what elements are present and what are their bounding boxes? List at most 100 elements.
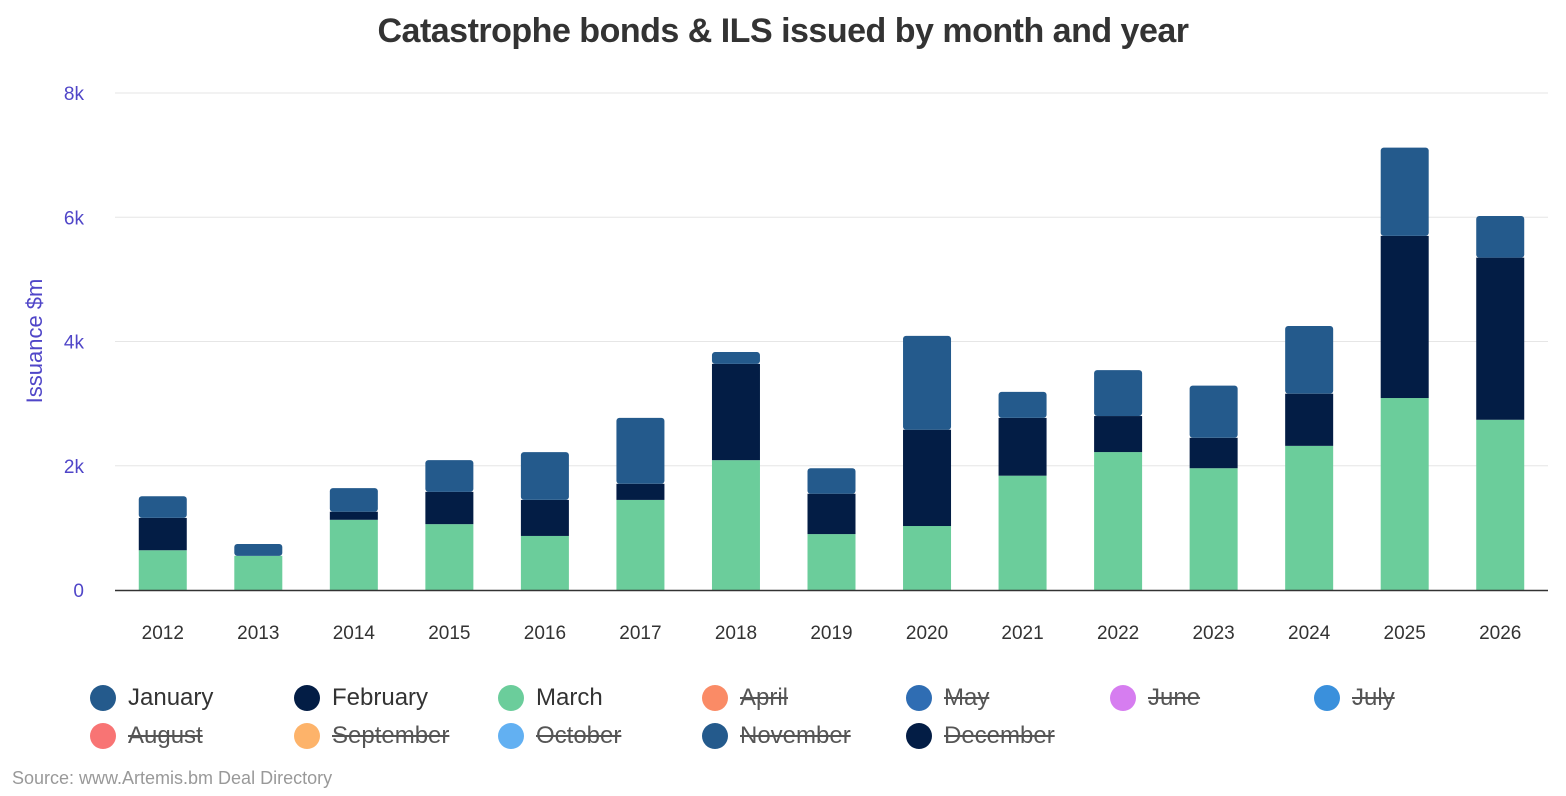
- bar-february-2021: [998, 417, 1047, 476]
- x-tick-label: 2013: [237, 623, 279, 644]
- x-tick-label: 2014: [333, 623, 376, 644]
- bar-february-2025: [1380, 235, 1429, 399]
- legend-marker-icon: [1314, 685, 1340, 711]
- bar-february-2018: [711, 363, 760, 461]
- legend-marker-icon: [906, 685, 932, 711]
- legend-marker-icon: [498, 723, 524, 749]
- x-tick-label: 2019: [810, 623, 852, 644]
- y-tick-label: 0: [73, 581, 84, 602]
- bar-january-2023: [1189, 385, 1238, 438]
- legend-label: January: [128, 684, 214, 711]
- legend-label: August: [128, 722, 203, 749]
- bar-february-2019: [807, 493, 856, 535]
- x-tick-label: 2016: [524, 623, 566, 644]
- bar-march-2018: [711, 460, 760, 590]
- legend-item-december[interactable]: December: [906, 722, 1055, 750]
- bar-march-2015: [425, 524, 474, 590]
- y-tick-label: 6k: [64, 208, 85, 229]
- legend-item-january[interactable]: January: [90, 684, 213, 712]
- bar-january-2020: [903, 335, 952, 430]
- legend-marker-icon: [90, 685, 116, 711]
- legend-item-april[interactable]: April: [702, 684, 788, 712]
- chart-title: Catastrophe bonds & ILS issued by month …: [377, 12, 1189, 50]
- legend-label: June: [1148, 684, 1201, 711]
- bar-march-2020: [903, 526, 952, 590]
- source-credit: Source: www.Artemis.bm Deal Directory: [12, 768, 333, 788]
- legend-marker-icon: [498, 685, 524, 711]
- legend-label: February: [332, 684, 429, 711]
- bar-january-2019: [807, 468, 856, 494]
- legend-label: March: [536, 684, 603, 711]
- bar-january-2014: [329, 488, 378, 512]
- bar-january-2016: [520, 452, 569, 500]
- bar-march-2019: [807, 534, 856, 590]
- legend-item-june[interactable]: June: [1110, 684, 1200, 712]
- legend-item-october[interactable]: October: [498, 722, 621, 750]
- legend-label: October: [536, 722, 622, 749]
- bar-march-2012: [138, 550, 187, 590]
- bar-march-2013: [234, 555, 283, 590]
- legend-item-may[interactable]: May: [906, 684, 989, 712]
- bar-february-2012: [138, 517, 187, 551]
- legend-label: July: [1352, 684, 1395, 711]
- x-tick-label: 2018: [715, 623, 757, 644]
- legend-label: December: [944, 722, 1055, 749]
- y-tick-label: 2k: [64, 457, 85, 478]
- bar-march-2024: [1285, 445, 1334, 590]
- legend-marker-icon: [702, 685, 728, 711]
- bar-march-2014: [329, 519, 378, 590]
- bar-january-2015: [425, 460, 474, 492]
- bar-january-2017: [616, 417, 665, 484]
- bar-january-2026: [1476, 216, 1525, 258]
- legend-label: May: [944, 684, 990, 711]
- legend-marker-icon: [906, 723, 932, 749]
- bar-march-2023: [1189, 468, 1238, 590]
- bar-february-2023: [1189, 437, 1238, 469]
- legend-item-november[interactable]: November: [702, 722, 851, 750]
- bar-january-2025: [1380, 147, 1429, 236]
- bar-january-2024: [1285, 325, 1334, 394]
- legend-item-august[interactable]: August: [90, 722, 203, 750]
- x-tick-label: 2017: [619, 623, 661, 644]
- legend-label: September: [332, 722, 450, 749]
- chart-plot: 0 2k 4k 6k 8k Issuance $m 2012 2013 2014 2015 2016…: [22, 84, 1548, 644]
- legend-marker-icon: [294, 723, 320, 749]
- bar-february-2017: [616, 483, 665, 500]
- bar-february-2015: [425, 491, 474, 525]
- bar-february-2026: [1476, 257, 1525, 420]
- bar-march-2017: [616, 499, 665, 590]
- bar-march-2026: [1476, 419, 1525, 590]
- legend-item-july[interactable]: July: [1314, 684, 1395, 712]
- legend-label: April: [740, 684, 789, 711]
- x-tick-label: 2012: [142, 623, 184, 644]
- y-axis-title: Issuance $m: [22, 279, 47, 404]
- bar-february-2016: [520, 499, 569, 536]
- x-tick-label: 2015: [428, 623, 470, 644]
- bar-january-2021: [998, 391, 1047, 418]
- bar-january-2013: [234, 544, 283, 556]
- legend-marker-icon: [702, 723, 728, 749]
- legend-marker-icon: [90, 723, 116, 749]
- y-tick-label: 8k: [64, 84, 85, 105]
- bar-march-2021: [998, 475, 1047, 590]
- bar-january-2018: [711, 352, 760, 364]
- bar-january-2022: [1094, 370, 1143, 417]
- legend-item-march[interactable]: March: [498, 684, 603, 712]
- legend-marker-icon: [294, 685, 320, 711]
- bar-march-2022: [1094, 452, 1143, 590]
- y-tick-label: 4k: [64, 333, 85, 354]
- bar-february-2024: [1285, 393, 1334, 446]
- x-tick-label: 2021: [1001, 623, 1043, 644]
- bar-march-2016: [520, 535, 569, 590]
- legend-item-february[interactable]: February: [294, 684, 428, 712]
- x-tick-label: 2025: [1384, 623, 1426, 644]
- legend-item-september[interactable]: September: [294, 722, 449, 750]
- x-tick-label: 2020: [906, 623, 948, 644]
- bar-february-2020: [903, 429, 952, 527]
- x-tick-label: 2022: [1097, 623, 1139, 644]
- bar-february-2014: [329, 511, 378, 520]
- legend-marker-icon: [1110, 685, 1136, 711]
- bar-march-2025: [1380, 398, 1429, 590]
- x-tick-label: 2024: [1288, 623, 1331, 644]
- bar-february-2022: [1094, 416, 1143, 453]
